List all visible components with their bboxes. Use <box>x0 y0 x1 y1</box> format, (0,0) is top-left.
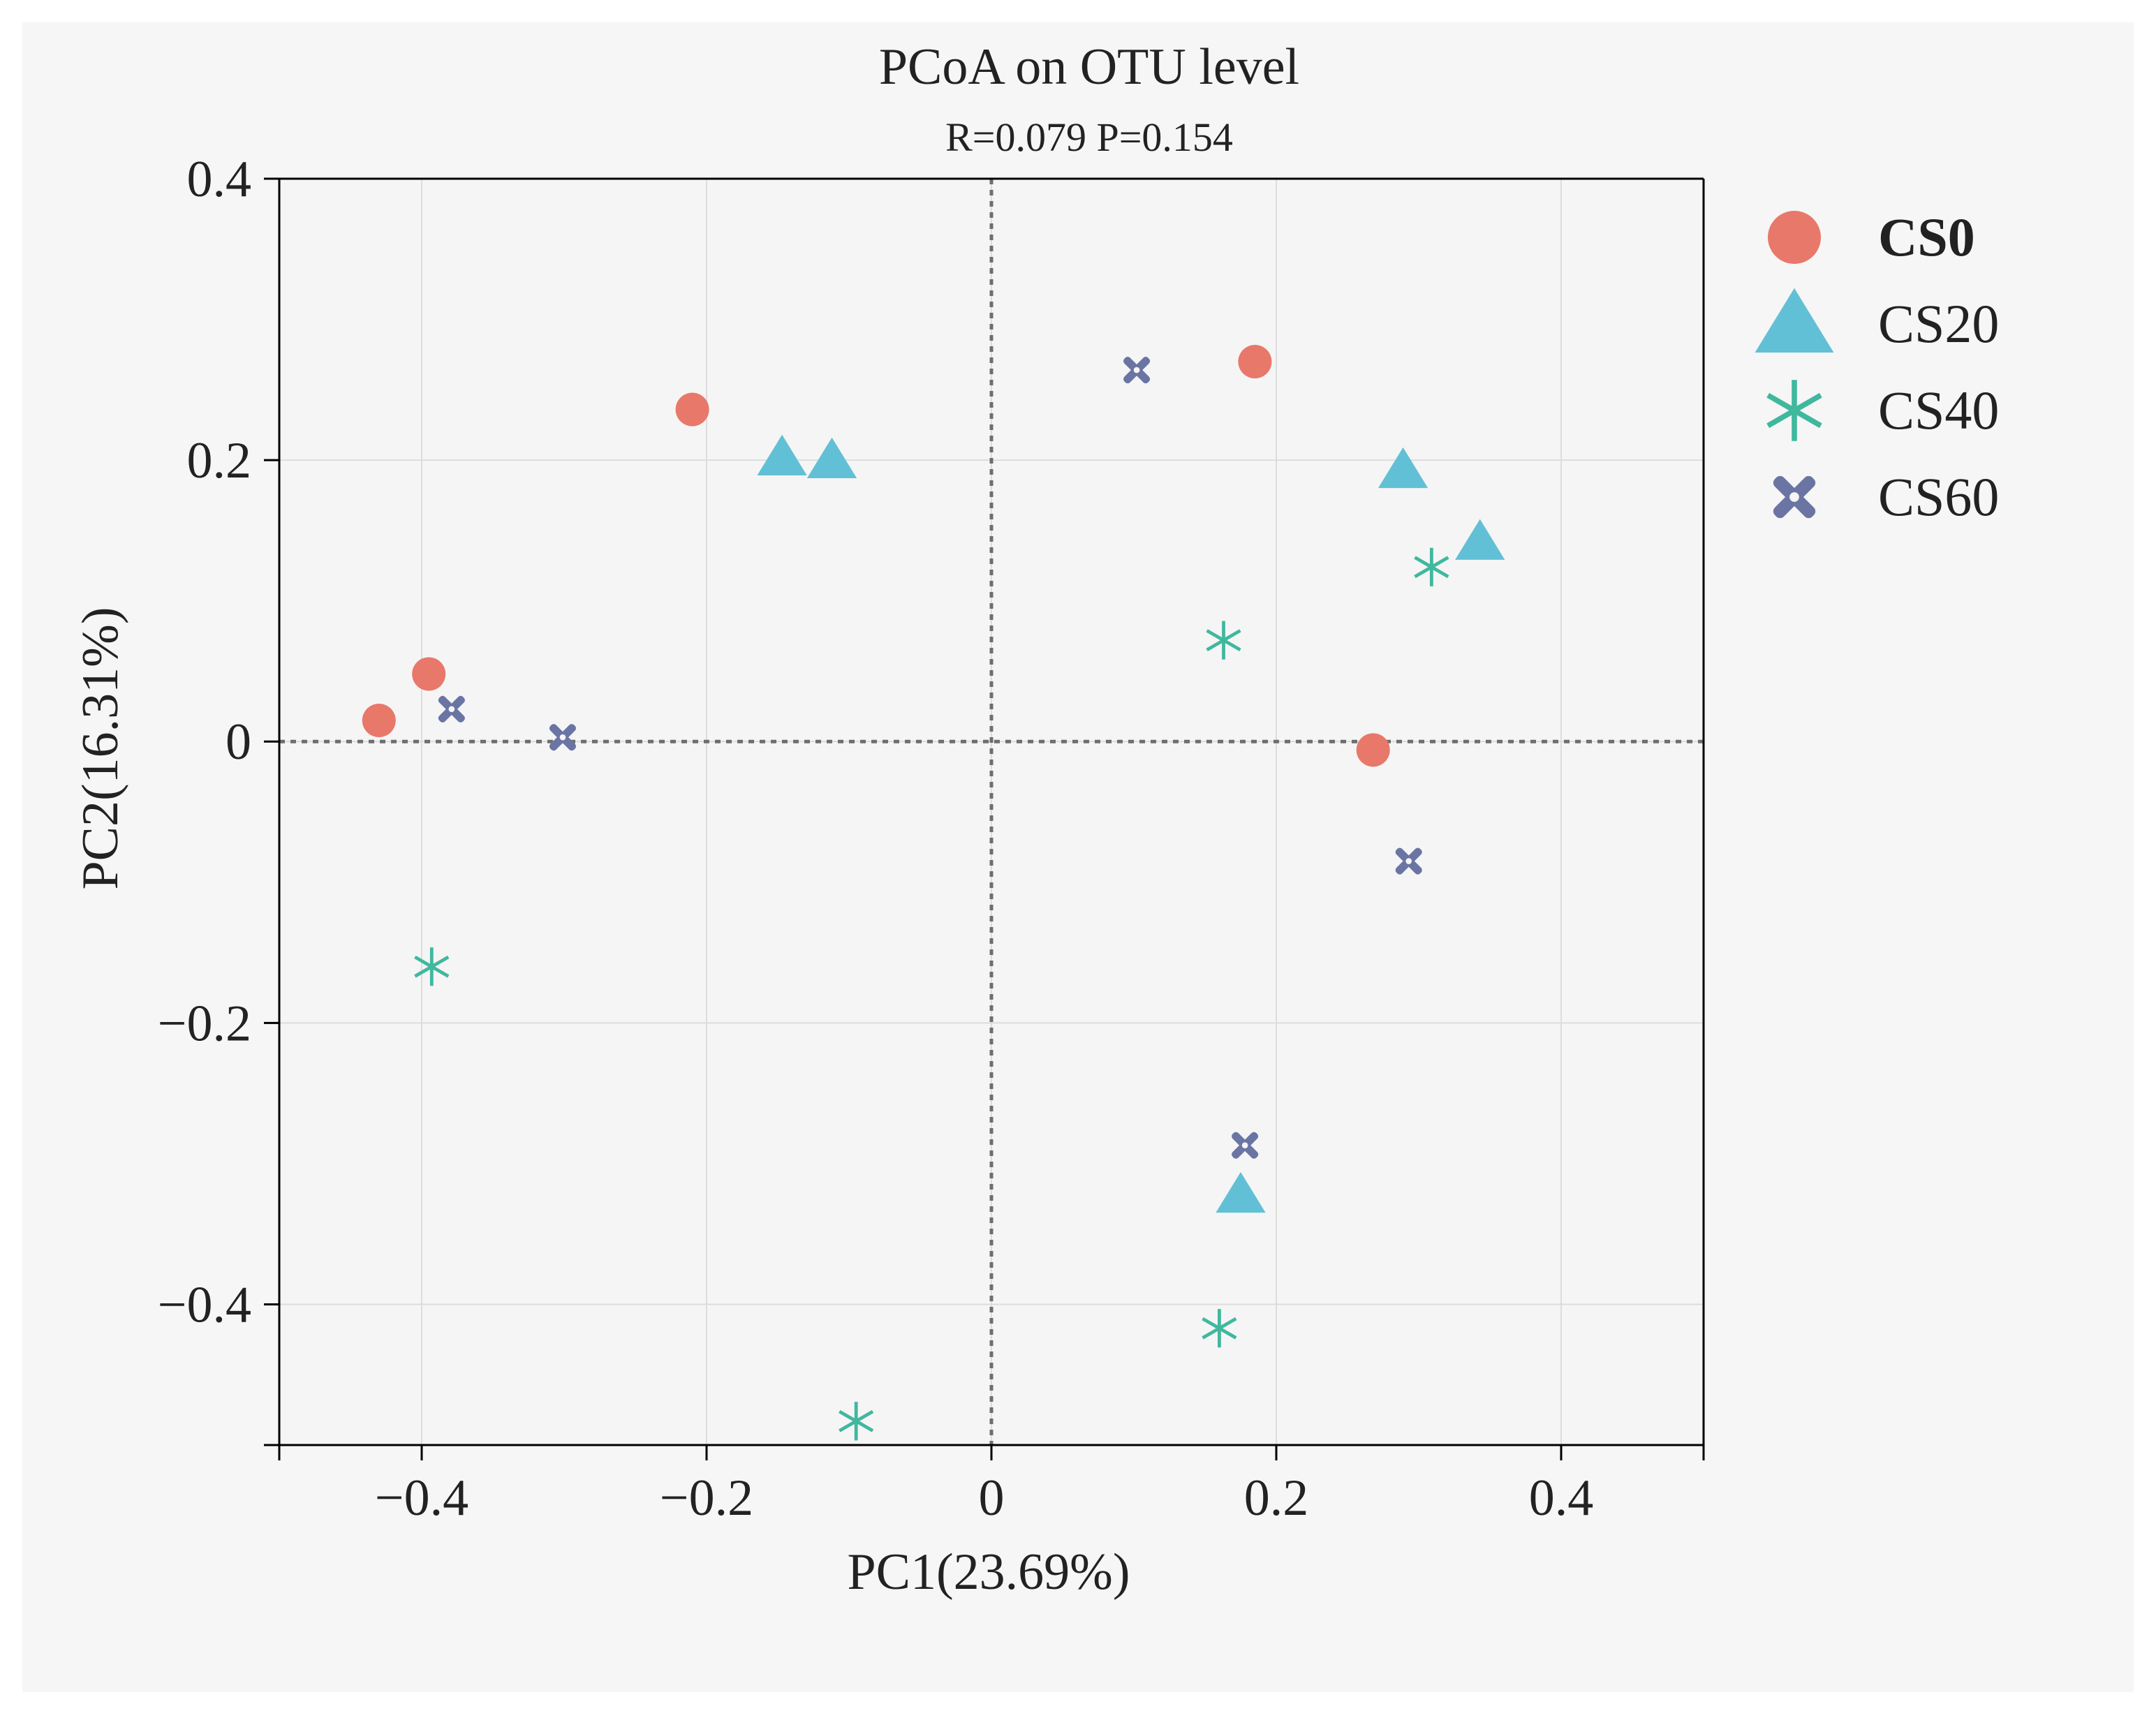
point-cs20-0-shape <box>757 434 807 475</box>
x-axis-label: PC1(23.69%) <box>848 1543 1130 1601</box>
point-cs20-3-shape <box>1455 519 1505 560</box>
point-cs60-3-center <box>1241 1142 1248 1149</box>
point-cs20-4-shape <box>1216 1171 1266 1213</box>
point-cs0-1-shape <box>412 657 446 691</box>
point-cs0-0 <box>362 703 396 737</box>
point-cs20-2-shape <box>1378 447 1428 489</box>
legend: CS0 CS20 CS40 CS60 <box>1755 207 1999 527</box>
point-cs60-1-center <box>559 734 566 741</box>
point-cs20-1-shape <box>806 437 857 479</box>
x-tick-label-0: −0.4 <box>375 1469 468 1527</box>
legend-marker-cs60 <box>1773 475 1816 519</box>
legend-marker-cs40-stroke-2 <box>1766 392 1822 429</box>
point-cs0-3-shape <box>1238 345 1272 379</box>
point-cs60-0-center <box>448 706 455 713</box>
x-tick-label-2: 0 <box>979 1469 1005 1527</box>
legend-marker-cs40 <box>1766 380 1822 441</box>
legend-marker-cs20-shape <box>1755 288 1834 353</box>
chart-subtitle: R=0.079 P=0.154 <box>945 114 1233 160</box>
point-cs40-1 <box>839 1402 874 1441</box>
point-cs40-3-stroke-2 <box>1202 1317 1237 1340</box>
chart-title: PCoA on OTU level <box>879 38 1299 96</box>
point-cs0-2 <box>675 392 709 427</box>
y-tick-label-1: 0.2 <box>187 432 252 489</box>
y-tick-label-3: −0.2 <box>158 995 251 1052</box>
legend-label-cs60: CS60 <box>1878 466 1999 527</box>
legend-marker-cs0 <box>1768 211 1821 264</box>
x-tick-label-1: −0.2 <box>660 1469 753 1527</box>
point-cs20-3 <box>1455 519 1505 560</box>
point-cs0-1 <box>412 657 446 691</box>
point-cs0-4 <box>1356 733 1390 767</box>
legend-marker-cs0-shape <box>1768 211 1821 264</box>
legend-label-cs20: CS20 <box>1878 293 1999 354</box>
y-tick-label-2: 0 <box>226 713 251 771</box>
point-cs20-2 <box>1378 447 1428 489</box>
point-cs40-0-stroke-2 <box>414 955 450 978</box>
point-cs60-0 <box>438 695 465 723</box>
point-cs60-2 <box>1123 357 1151 384</box>
y-tick-label-4: −0.4 <box>158 1276 251 1333</box>
point-cs40-1-stroke-2 <box>839 1409 874 1432</box>
point-cs0-2-shape <box>675 392 709 427</box>
legend-marker-cs60-center <box>1789 492 1799 502</box>
point-cs60-4 <box>1395 847 1422 875</box>
legend-marker-cs20 <box>1755 288 1834 353</box>
point-cs40-2-stroke-2 <box>1206 629 1241 651</box>
x-tick-label-3: 0.2 <box>1244 1469 1309 1527</box>
point-cs20-0 <box>757 434 807 475</box>
point-cs0-4-shape <box>1356 733 1390 767</box>
point-cs40-3 <box>1202 1309 1237 1348</box>
x-tick-label-4: 0.4 <box>1529 1469 1594 1527</box>
legend-label-cs40: CS40 <box>1878 380 1999 440</box>
point-cs60-4-center <box>1405 858 1412 864</box>
point-cs20-4 <box>1216 1171 1266 1213</box>
y-axis-label: PC2(16.31%) <box>72 607 129 890</box>
point-cs60-1 <box>549 724 577 751</box>
legend-label-cs0: CS0 <box>1878 207 1975 267</box>
plot-area: −0.4 −0.2 0 0.2 0.4 0.4 0.2 0 −0.2 −0.4 <box>158 151 1705 1527</box>
point-cs20-1 <box>806 437 857 479</box>
point-cs40-0 <box>414 947 450 986</box>
point-cs0-3 <box>1238 345 1272 379</box>
point-cs60-2-center <box>1133 366 1140 373</box>
point-cs40-4-stroke-2 <box>1414 556 1449 579</box>
point-cs40-2 <box>1206 621 1241 660</box>
point-cs40-4 <box>1414 547 1449 586</box>
y-tick-label-0: 0.4 <box>187 151 252 208</box>
point-cs0-0-shape <box>362 703 396 737</box>
point-cs60-3 <box>1232 1132 1259 1159</box>
